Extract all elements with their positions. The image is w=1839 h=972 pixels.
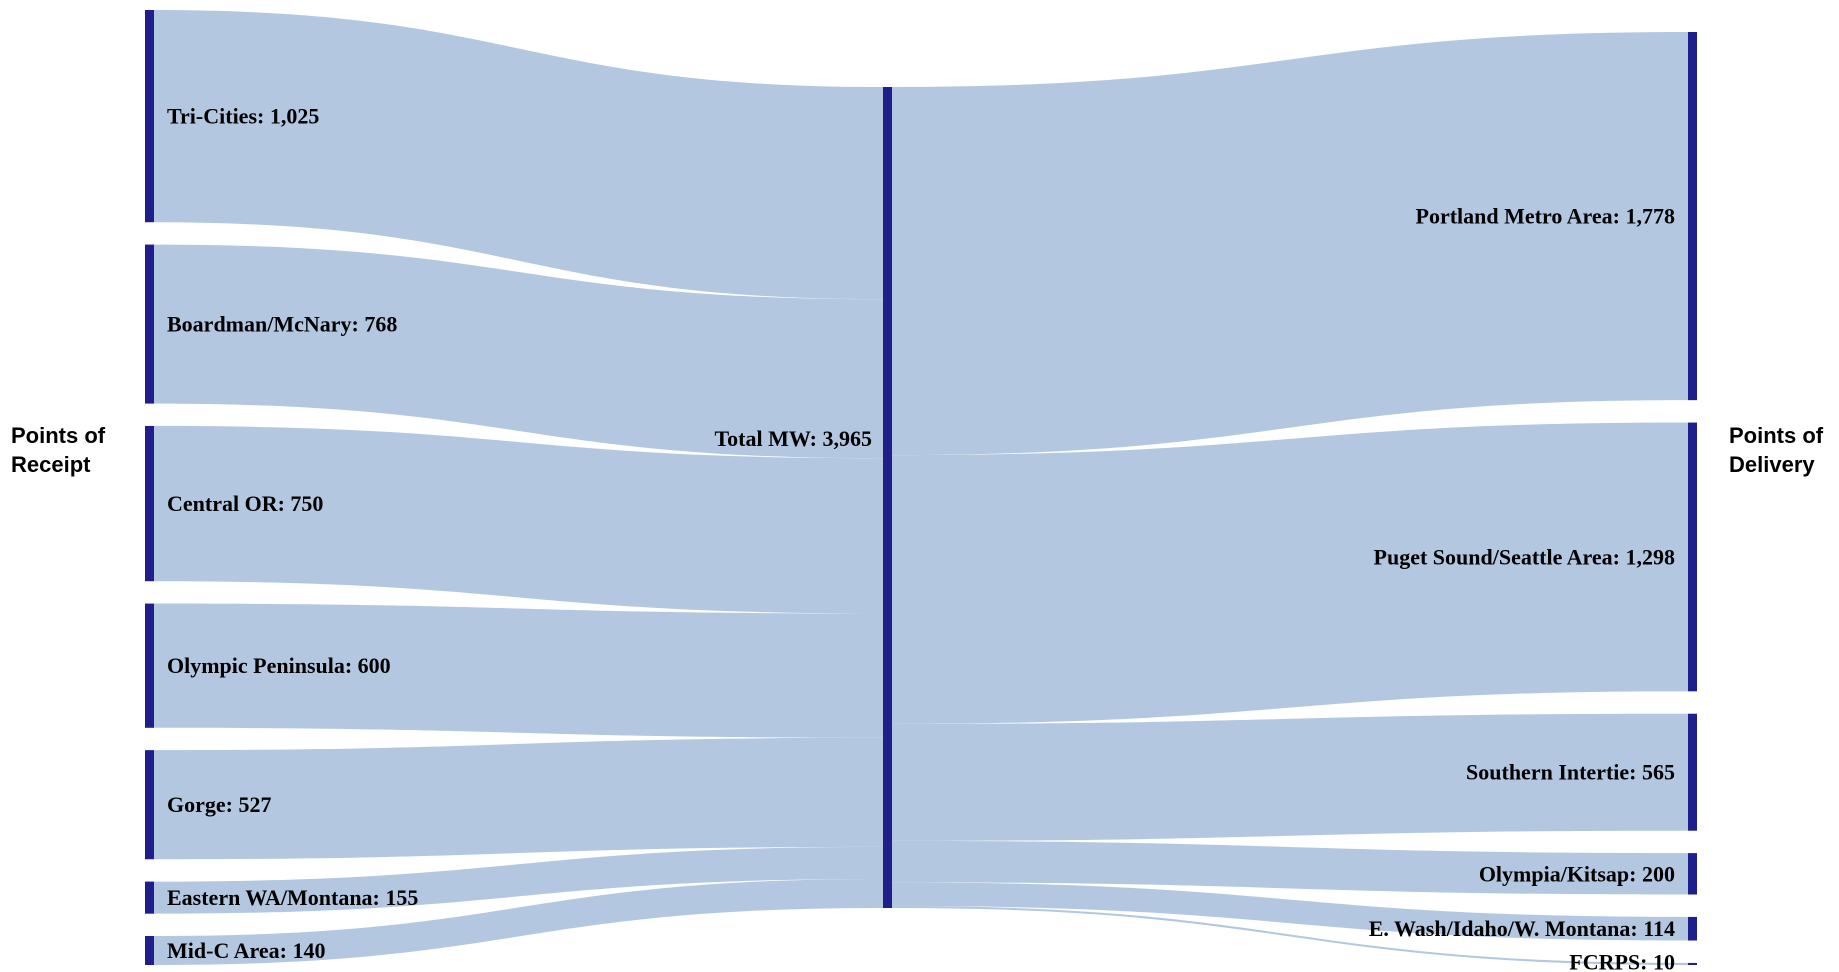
link-total-to-puget-sound-seattle-area bbox=[892, 422, 1688, 724]
link-mid-c-area-to-total bbox=[154, 879, 883, 965]
link-eastern-wa-montana-to-total bbox=[154, 846, 883, 914]
node-gorge bbox=[145, 750, 154, 860]
label-southern-intertie: Southern Intertie: 565 bbox=[1466, 760, 1675, 785]
label-puget-sound-seattle-area: Puget Sound/Seattle Area: 1,298 bbox=[1374, 544, 1675, 569]
label-total-mw: Total MW: 3,965 bbox=[715, 426, 872, 451]
label-eastern-wa-montana: Eastern WA/Montana: 155 bbox=[167, 885, 418, 910]
node-total-mw bbox=[883, 87, 892, 908]
label-e-wash-idaho-w-montana: E. Wash/Idaho/W. Montana: 114 bbox=[1369, 916, 1675, 941]
node-e-wash-idaho-w-montana bbox=[1688, 916, 1697, 941]
label-mid-c-area: Mid-C Area: 140 bbox=[167, 938, 325, 963]
link-boardman-mcnary-to-total bbox=[154, 244, 883, 459]
node-boardman-mcnary bbox=[145, 244, 154, 404]
link-total-to-portland-metro-area bbox=[892, 32, 1688, 456]
link-gorge-to-total bbox=[154, 737, 883, 860]
links bbox=[154, 10, 1688, 965]
left-axis-label: Points of Receipt bbox=[11, 423, 106, 477]
node-eastern-wa-montana bbox=[145, 881, 154, 914]
label-fcrps: FCRPS: 10 bbox=[1569, 950, 1675, 972]
node-southern-intertie bbox=[1688, 713, 1697, 831]
label-central-or: Central OR: 750 bbox=[167, 491, 323, 516]
link-central-or-to-total bbox=[154, 425, 883, 614]
node-tri-cities bbox=[145, 10, 154, 223]
link-total-to-e-wash-idaho-w-montana bbox=[892, 882, 1688, 941]
link-total-to-southern-intertie bbox=[892, 713, 1688, 841]
node-mid-c-area bbox=[145, 936, 154, 965]
node-puget-sound-seattle-area bbox=[1688, 422, 1697, 692]
label-gorge: Gorge: 527 bbox=[167, 792, 271, 817]
label-portland-metro-area: Portland Metro Area: 1,778 bbox=[1416, 204, 1675, 229]
node-central-or bbox=[145, 425, 154, 582]
label-olympia-kitsap: Olympia/Kitsap: 200 bbox=[1479, 861, 1675, 886]
node-labels: Tri-Cities: 1,025 Boardman/McNary: 768 Cen… bbox=[167, 104, 1675, 972]
link-total-to-olympia-kitsap bbox=[892, 840, 1688, 895]
link-total-to-fcrps bbox=[892, 905, 1688, 965]
node-portland-metro-area bbox=[1688, 32, 1697, 401]
nodes bbox=[145, 10, 1697, 965]
label-olympic-peninsula: Olympic Peninsula: 600 bbox=[167, 653, 391, 678]
right-axis-label: Points of Delivery bbox=[1729, 423, 1824, 477]
link-tri-cities-to-total bbox=[154, 10, 883, 300]
link-olympic-peninsula-to-total bbox=[154, 603, 883, 738]
label-boardman-mcnary: Boardman/McNary: 768 bbox=[167, 312, 397, 337]
label-tri-cities: Tri-Cities: 1,025 bbox=[167, 104, 319, 129]
node-olympia-kitsap bbox=[1688, 853, 1697, 895]
node-olympic-peninsula bbox=[145, 603, 154, 728]
node-fcrps bbox=[1688, 962, 1697, 965]
